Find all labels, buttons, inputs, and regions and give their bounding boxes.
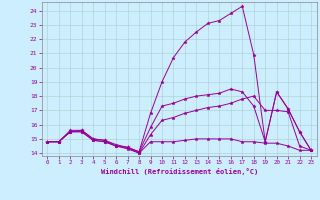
X-axis label: Windchill (Refroidissement éolien,°C): Windchill (Refroidissement éolien,°C): [100, 168, 258, 175]
